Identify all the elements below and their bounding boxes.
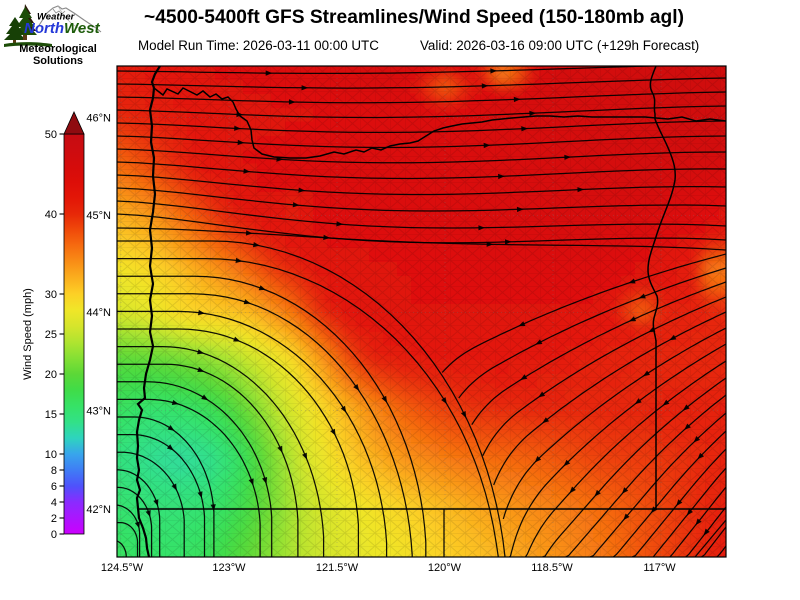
svg-text:0: 0: [51, 529, 57, 541]
svg-text:117°W: 117°W: [643, 562, 676, 574]
svg-text:Valid: 2026-03-16 09:00 UTC (: Valid: 2026-03-16 09:00 UTC (+129h Forec…: [420, 38, 699, 53]
svg-text:15: 15: [45, 409, 57, 421]
svg-text:44°N: 44°N: [86, 307, 111, 319]
svg-text:6: 6: [51, 481, 57, 493]
svg-text:4: 4: [51, 497, 57, 509]
svg-text:121.5°W: 121.5°W: [316, 562, 359, 574]
svg-text:124.5°W: 124.5°W: [101, 562, 144, 574]
svg-text:Weather: Weather: [37, 12, 76, 23]
svg-text:123°W: 123°W: [212, 562, 246, 574]
svg-text:~4500-5400ft GFS Streamlines/W: ~4500-5400ft GFS Streamlines/Wind Speed …: [144, 7, 684, 28]
svg-text:Wind Speed (mph): Wind Speed (mph): [22, 288, 34, 380]
svg-text:45°N: 45°N: [86, 210, 111, 222]
svg-text:Solutions: Solutions: [33, 55, 83, 67]
svg-text:2: 2: [51, 513, 57, 525]
svg-text:30: 30: [45, 289, 57, 301]
svg-text:42°N: 42°N: [86, 504, 111, 516]
svg-text:118.5°W: 118.5°W: [531, 562, 573, 574]
svg-text:Model Run Time: 2026-03-11 00:: Model Run Time: 2026-03-11 00:00 UTC: [138, 38, 379, 53]
svg-text:8: 8: [51, 465, 57, 477]
svg-text:25: 25: [45, 329, 57, 341]
svg-text:46°N: 46°N: [86, 113, 111, 125]
svg-text:10: 10: [45, 449, 57, 461]
svg-text:Meteorological: Meteorological: [19, 43, 97, 55]
svg-text:20: 20: [45, 369, 57, 381]
svg-text:NorthWest: NorthWest: [24, 20, 101, 37]
svg-text:43°N: 43°N: [86, 406, 111, 418]
svg-text:40: 40: [45, 209, 57, 221]
svg-text:50: 50: [45, 129, 57, 141]
svg-text:120°W: 120°W: [428, 562, 462, 574]
